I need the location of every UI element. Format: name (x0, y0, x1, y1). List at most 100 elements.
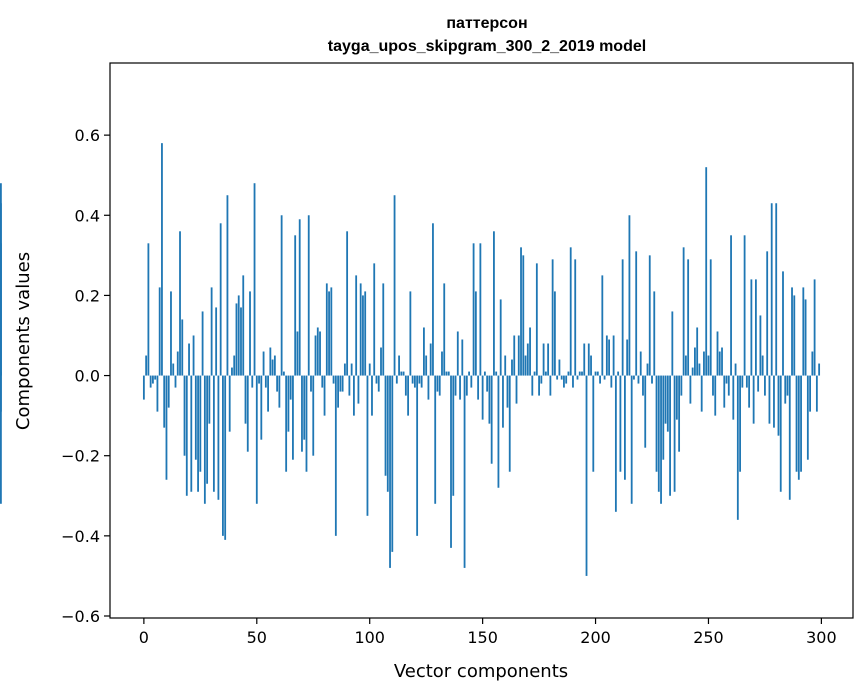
bar (732, 375, 735, 420)
bar (779, 375, 782, 492)
bar (680, 375, 683, 396)
bar (353, 375, 355, 416)
bar (633, 375, 635, 380)
bar (712, 375, 714, 396)
bar (624, 375, 626, 480)
bar (391, 375, 394, 552)
bar (698, 363, 701, 376)
bar (535, 263, 538, 376)
x-tick-label: 150 (467, 628, 498, 647)
y-axis-ticks: −0.6 −0.4 −0.2 0.0 0.2 0.4 0.6 (61, 126, 110, 626)
bar (610, 375, 613, 388)
bar (549, 375, 552, 396)
bar (330, 287, 333, 376)
bar (809, 375, 811, 412)
bar (343, 363, 346, 376)
bar (630, 375, 633, 504)
bar (612, 335, 615, 376)
bar (217, 375, 220, 500)
bar (793, 295, 796, 376)
bar (581, 371, 583, 376)
bar (255, 375, 258, 504)
bar (267, 375, 269, 412)
bar (748, 375, 751, 408)
bar (165, 375, 168, 480)
bar (393, 195, 396, 376)
bar (730, 235, 732, 376)
bar (470, 375, 473, 388)
bar (222, 375, 224, 536)
bar (334, 375, 337, 536)
bar (429, 343, 432, 376)
bar (585, 375, 588, 576)
bar (395, 375, 398, 384)
bar (271, 359, 274, 376)
bar (495, 371, 498, 376)
x-axis-ticks: 0 50 100 150 200 250 300 (139, 618, 837, 647)
bar (170, 291, 172, 376)
bar (626, 339, 629, 376)
bar (400, 371, 403, 376)
bar (782, 271, 784, 376)
bar (497, 375, 500, 488)
bar (461, 339, 464, 376)
bar (240, 307, 242, 376)
bar (477, 375, 480, 400)
bar (228, 375, 231, 432)
bar (341, 375, 344, 392)
bar (727, 375, 730, 396)
bar (244, 375, 247, 424)
bar (280, 215, 283, 376)
bar (262, 351, 265, 376)
bar (784, 375, 787, 404)
bar (285, 375, 288, 472)
bar (777, 375, 780, 436)
bar (434, 375, 437, 504)
bar (407, 375, 410, 416)
bar (465, 375, 468, 396)
bar (531, 375, 534, 396)
bar (190, 375, 193, 492)
bar (432, 223, 434, 376)
bar (750, 279, 753, 376)
y-tick-label: −0.6 (61, 607, 100, 626)
bar (423, 327, 425, 376)
bar (556, 375, 559, 380)
bar (371, 375, 373, 416)
bar (450, 375, 452, 548)
bar (208, 375, 211, 424)
bar (802, 287, 805, 376)
bar (409, 291, 412, 376)
bar (506, 375, 509, 408)
bar (463, 375, 466, 568)
bar (199, 375, 202, 472)
bar (305, 375, 308, 472)
bar (188, 343, 190, 376)
bar (174, 375, 177, 388)
bar (323, 375, 326, 416)
bar (382, 283, 385, 376)
bar (147, 243, 150, 376)
bar (605, 335, 608, 376)
bar (215, 307, 218, 376)
bar (167, 375, 170, 408)
bar (544, 371, 547, 376)
bar (508, 375, 511, 472)
bar (791, 287, 793, 376)
bar (468, 371, 470, 376)
bar (538, 375, 540, 396)
chart-subtitle: tayga_upos_skipgram_300_2_2019 model (328, 38, 646, 55)
bar (578, 371, 581, 376)
bar (614, 375, 617, 512)
bar (436, 375, 439, 392)
bar (483, 371, 486, 376)
bar (797, 375, 800, 480)
bar (642, 375, 644, 396)
bar (684, 355, 687, 376)
bar (233, 355, 236, 376)
bar (454, 375, 457, 396)
bar (648, 255, 651, 376)
bar (278, 375, 281, 408)
bar (413, 375, 416, 388)
